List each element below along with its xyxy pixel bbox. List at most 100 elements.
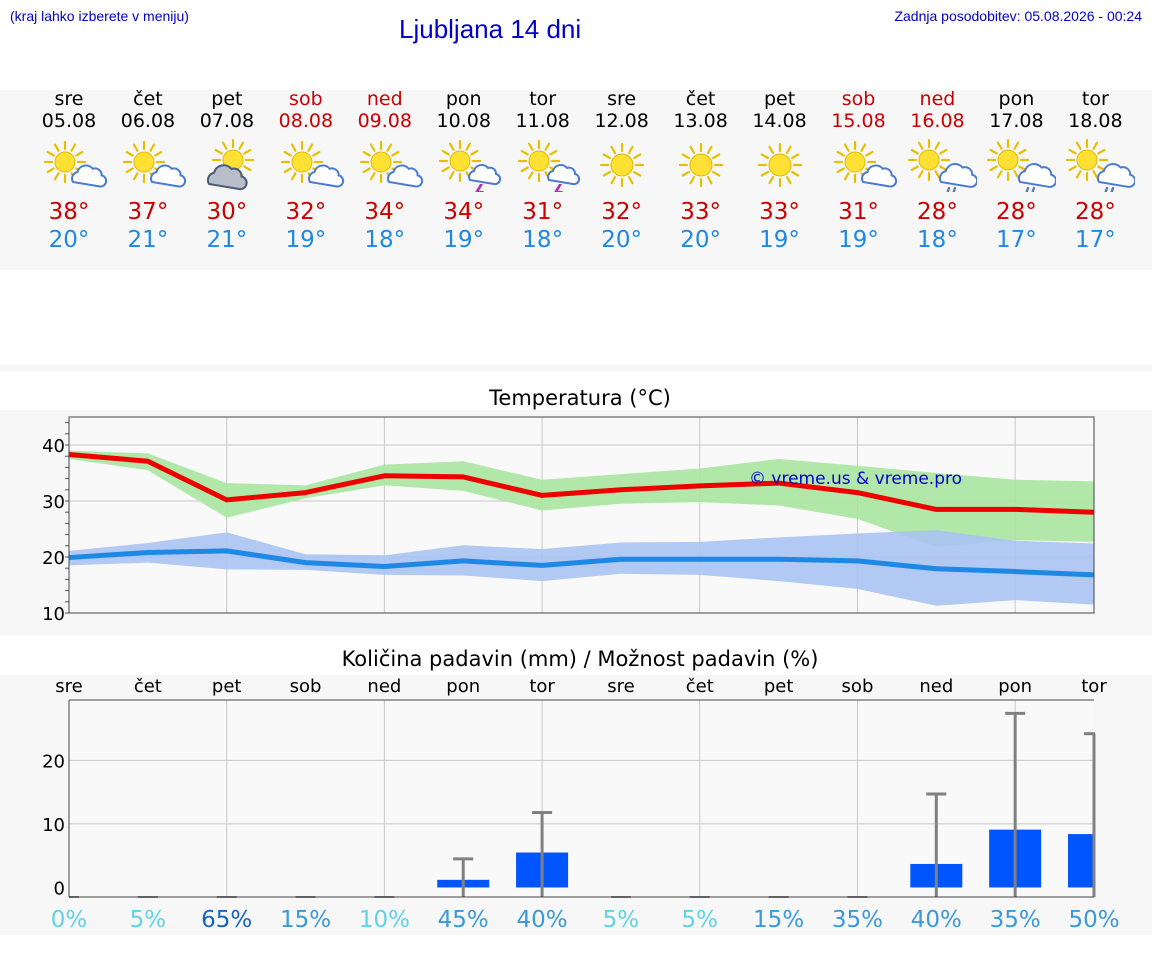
day-date: 13.08 <box>673 110 728 132</box>
day-forecast: pon 10.08 34° 19° <box>424 88 504 254</box>
min-temperature: 20° <box>680 227 721 253</box>
x-tick-label: čet <box>134 676 162 697</box>
day-date: 07.08 <box>199 110 255 132</box>
day-name: sre <box>54 88 84 110</box>
sun-cloud-icon <box>280 140 344 188</box>
day-date: 17.08 <box>989 110 1044 132</box>
sun-cloud-icon <box>359 140 423 188</box>
day-date: 18.08 <box>1068 110 1123 132</box>
precipitation-probability: 5% <box>603 907 640 933</box>
precipitation-probability: 35% <box>832 907 883 933</box>
max-temperature-line <box>68 452 1095 515</box>
day-forecast: pet 07.08 30° 21° <box>187 88 267 254</box>
location-hint: (kraj lahko izberete v meniju) <box>10 8 189 24</box>
day-date: 05.08 <box>41 110 97 132</box>
max-temperature: 32° <box>285 199 327 225</box>
day-forecast: čet 13.08 33° 20° <box>661 88 741 254</box>
precipitation-probability: 5% <box>130 907 167 933</box>
day-date: 14.08 <box>752 110 807 132</box>
x-tick-label: ned <box>919 676 953 697</box>
precipitation-probability: 5% <box>682 907 719 933</box>
max-temperature: 33° <box>759 199 800 225</box>
sun-icon <box>678 142 723 188</box>
day-forecast: sre 12.08 32° 20° <box>582 88 662 254</box>
precipitation-probability: 50% <box>1068 907 1119 933</box>
y-tick-label: 0 <box>54 878 65 899</box>
min-temperature: 18° <box>364 227 406 253</box>
x-tick-label: ned <box>367 676 401 697</box>
x-tick-label: čet <box>686 676 714 697</box>
day-date: 12.08 <box>594 110 649 132</box>
precipitation-probability: 40% <box>517 907 568 933</box>
day-name: sob <box>289 88 323 110</box>
day-name: pet <box>211 88 243 110</box>
day-date: 06.08 <box>120 110 176 132</box>
x-tick-label: pet <box>212 676 242 697</box>
min-temperature: 19° <box>759 227 800 253</box>
max-temperature: 33° <box>680 199 721 225</box>
day-forecast: ned 09.08 34° 18° <box>345 88 425 254</box>
day-name: tor <box>529 88 557 110</box>
y-tick-label: 40 <box>42 436 65 457</box>
x-tick-label: pon <box>998 676 1032 697</box>
day-name: čet <box>133 88 163 110</box>
day-date: 08.08 <box>278 110 334 132</box>
temperature-chart-title: Temperatura (°C) <box>489 386 671 410</box>
last-update: Zadnja posodobitev: 05.08.2026 - 00:24 <box>894 8 1142 24</box>
min-temperature: 20° <box>48 227 90 253</box>
y-tick-label: 10 <box>42 815 65 836</box>
x-tick-label: sob <box>842 676 874 697</box>
x-tick-label: sre <box>607 676 634 697</box>
day-name: pon <box>998 88 1035 110</box>
precipitation-probability: 15% <box>753 907 804 933</box>
max-temperature: 28° <box>996 199 1037 225</box>
day-name: ned <box>366 88 403 110</box>
day-name: tor <box>1081 88 1109 110</box>
sun-cloud-icon <box>43 140 108 188</box>
max-temperature: 34° <box>364 199 406 225</box>
min-temperature: 17° <box>996 227 1037 253</box>
max-temperature: 30° <box>206 199 248 225</box>
day-forecast: sob 08.08 32° 19° <box>266 88 346 254</box>
day-name: sob <box>841 88 876 110</box>
precipitation-probability: 35% <box>990 907 1041 933</box>
day-forecast: tor 11.08 31° 18° <box>503 88 583 254</box>
min-temperature: 19° <box>285 227 327 253</box>
day-date: 11.08 <box>515 110 570 132</box>
sun-rain-icon <box>1066 138 1137 204</box>
day-forecast: sre 05.08 38° 20° <box>29 88 109 254</box>
min-temperature: 21° <box>206 227 248 253</box>
day-name: pon <box>445 88 482 110</box>
max-temperature: 34° <box>443 199 485 225</box>
day-forecast: sob 15.08 31° 19° <box>819 88 899 254</box>
x-tick-label: pet <box>764 676 794 697</box>
min-temperature: 18° <box>917 227 958 253</box>
precipitation-chart-title: Količina padavin (mm) / Možnost padavin … <box>341 647 819 671</box>
day-name: ned <box>919 88 956 110</box>
x-tick-label: sob <box>290 676 322 697</box>
precipitation-probability: 10% <box>359 907 410 933</box>
max-temperature: 38° <box>48 199 90 225</box>
watermark: © vreme.us & vreme.pro <box>749 469 962 489</box>
min-temperature: 20° <box>601 227 643 253</box>
temperature-chart: 10 20 30 40 © vreme.us & vreme.pro <box>0 410 1152 635</box>
sun-icon <box>599 142 644 188</box>
day-forecast: pon 17.08 28° 17° <box>976 88 1058 254</box>
precipitation-bar <box>1068 834 1094 888</box>
min-temperature-range <box>69 530 1094 606</box>
sun-storm-icon <box>438 139 501 204</box>
sun-icon <box>757 142 802 188</box>
max-temperature-range <box>69 450 1094 547</box>
min-temperature: 19° <box>838 227 879 253</box>
min-temperature: 18° <box>522 227 564 253</box>
day-date: 09.08 <box>357 110 412 132</box>
max-temperature: 31° <box>838 199 879 225</box>
day-name: pet <box>763 88 796 110</box>
y-tick-label: 10 <box>42 604 65 625</box>
page-title: Ljubljana 14 dni <box>399 14 582 44</box>
max-temperature: 37° <box>127 199 169 225</box>
sun-cloud-icon <box>833 140 897 188</box>
x-tick-label: tor <box>529 676 555 697</box>
day-forecast: pet 14.08 33° 19° <box>740 88 820 254</box>
